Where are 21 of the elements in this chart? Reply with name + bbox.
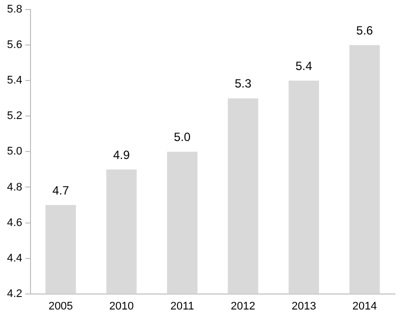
x-tick-label: 2011 [170, 300, 194, 312]
data-label: 5.6 [356, 23, 374, 38]
data-label: 4.7 [52, 183, 70, 198]
data-label: 5.4 [295, 58, 312, 73]
y-tick-label: 4.8 [6, 181, 22, 194]
y-tick-label: 5.8 [6, 4, 22, 16]
y-tick-label: 5.4 [6, 74, 22, 87]
data-label: 4.9 [113, 148, 130, 162]
y-tick-label: 5.0 [6, 146, 22, 158]
y-tick-label: 4.6 [6, 216, 22, 229]
x-tick-label: 2010 [109, 300, 134, 312]
data-label: 5.0 [174, 130, 191, 144]
data-label: 5.3 [234, 76, 252, 91]
x-tick-label: 2005 [48, 300, 73, 312]
x-tick-label: 2012 [230, 300, 256, 312]
x-tick-label: 2014 [352, 300, 377, 312]
y-tick-label: 4.4 [6, 252, 22, 264]
x-tick-label: 2013 [292, 300, 316, 312]
y-tick-label: 5.6 [6, 39, 22, 52]
y-tick-label: 4.2 [6, 288, 22, 300]
y-tick-label: 5.2 [6, 110, 22, 122]
